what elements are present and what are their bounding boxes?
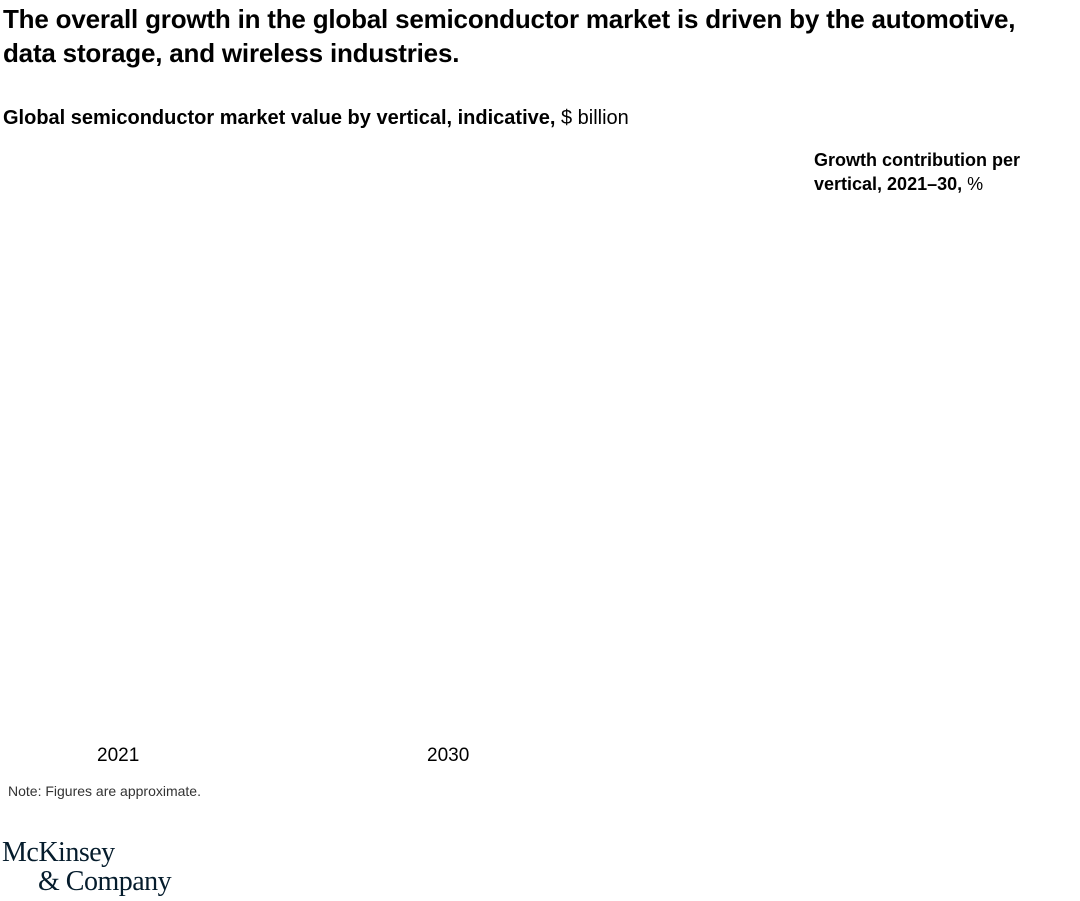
growth-heading-unit: % — [967, 174, 984, 194]
logo-line-2: & Company — [38, 866, 172, 897]
chart-headline: The overall growth in the global semicon… — [3, 4, 1016, 68]
subtitle-unit: $ billion — [560, 107, 629, 129]
growth-contribution-heading: Growth contribution per vertical, 2021–3… — [814, 148, 1064, 196]
x-tick-label-2030: 2030 — [427, 745, 470, 766]
footnote: Note: Figures are approximate. — [8, 783, 201, 799]
x-tick-label-2021: 2021 — [97, 745, 140, 766]
chart-subtitle: Global semiconductor market value by ver… — [3, 104, 629, 132]
growth-heading-bold: Growth contribution per vertical, 2021–3… — [814, 150, 1020, 194]
logo-line-1: McKinsey — [2, 837, 115, 868]
mckinsey-logo: McKinsey & Company — [2, 837, 172, 897]
subtitle-bold: Global semiconductor market value by ver… — [3, 107, 556, 129]
